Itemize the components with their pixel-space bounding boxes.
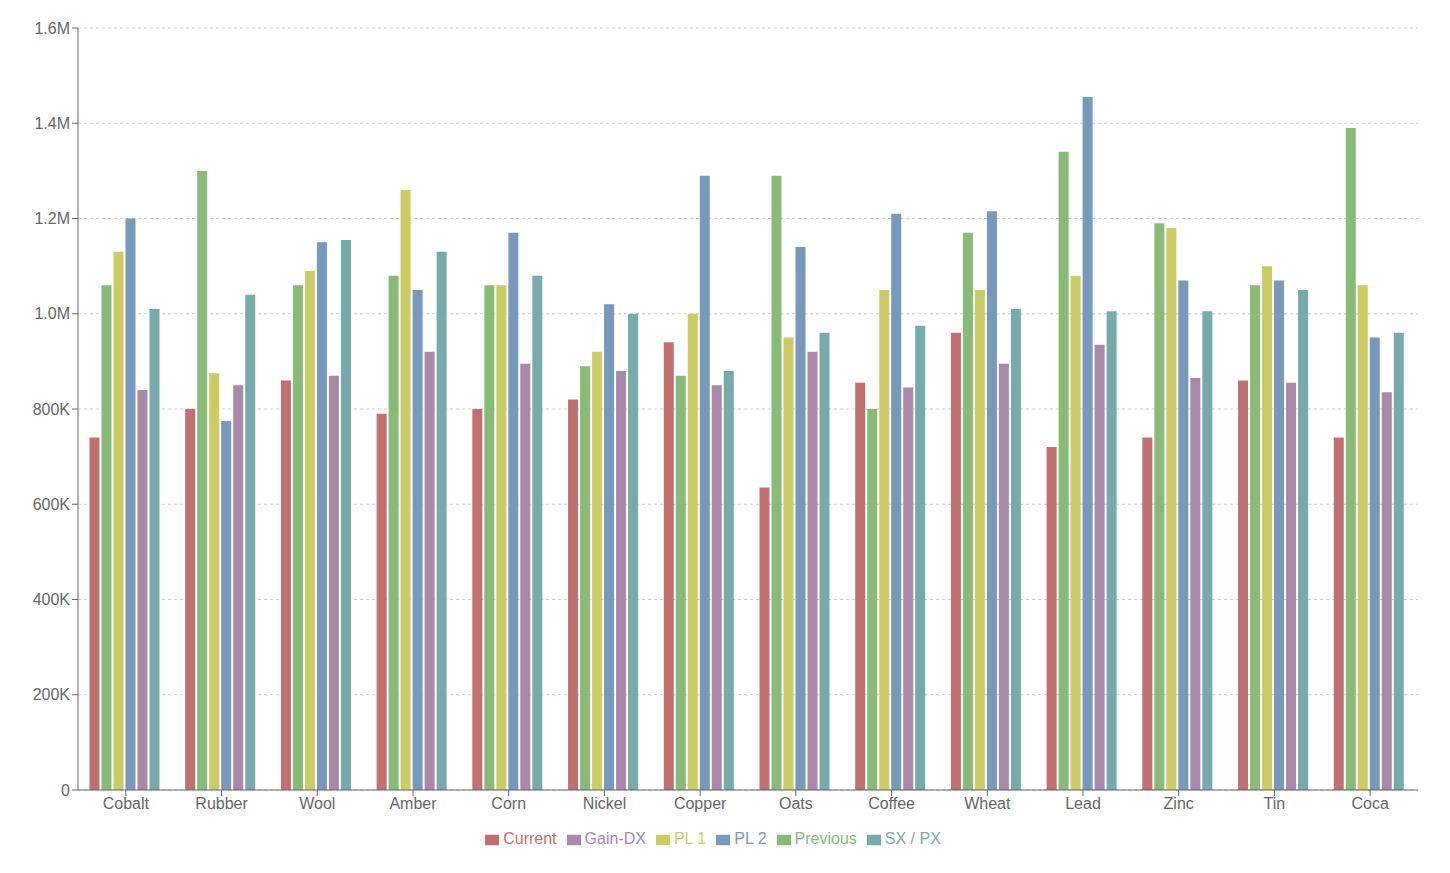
- svg-text:Tin: Tin: [1264, 795, 1286, 812]
- svg-text:Wool: Wool: [299, 795, 335, 812]
- svg-text:Rubber: Rubber: [195, 795, 248, 812]
- svg-text:200K: 200K: [33, 686, 71, 703]
- svg-text:1.2M: 1.2M: [34, 210, 70, 227]
- svg-text:Nickel: Nickel: [583, 795, 627, 812]
- html-text:PL 2: PL 2: [734, 830, 767, 847]
- svg-text:Coffee: Coffee: [868, 795, 915, 812]
- svg-text:600K: 600K: [33, 496, 71, 513]
- svg-text:Coca: Coca: [1351, 795, 1388, 812]
- svg-text:1.4M: 1.4M: [34, 115, 70, 132]
- svg-text:Corn: Corn: [491, 795, 526, 812]
- svg-text:Lead: Lead: [1065, 795, 1101, 812]
- html-text:Gain-DX: Gain-DX: [584, 830, 646, 847]
- svg-text:400K: 400K: [33, 591, 71, 608]
- svg-text:Cobalt: Cobalt: [103, 795, 150, 812]
- html-text:Previous: Previous: [794, 830, 857, 847]
- svg-text:1.6M: 1.6M: [34, 20, 70, 37]
- svg-text:800K: 800K: [33, 401, 71, 418]
- svg-text:Wheat: Wheat: [964, 795, 1011, 812]
- svg-text:0: 0: [61, 782, 70, 799]
- svg-text:Oats: Oats: [779, 795, 813, 812]
- html-text:Current: Current: [503, 830, 557, 847]
- svg-text:Copper: Copper: [674, 795, 727, 812]
- svg-text:Zinc: Zinc: [1164, 795, 1194, 812]
- html-text:PL 1: PL 1: [673, 830, 707, 847]
- svg-text:1.0M: 1.0M: [34, 305, 70, 322]
- svg-text:Amber: Amber: [389, 795, 437, 812]
- html-text:SX / PX: SX / PX: [884, 830, 941, 847]
